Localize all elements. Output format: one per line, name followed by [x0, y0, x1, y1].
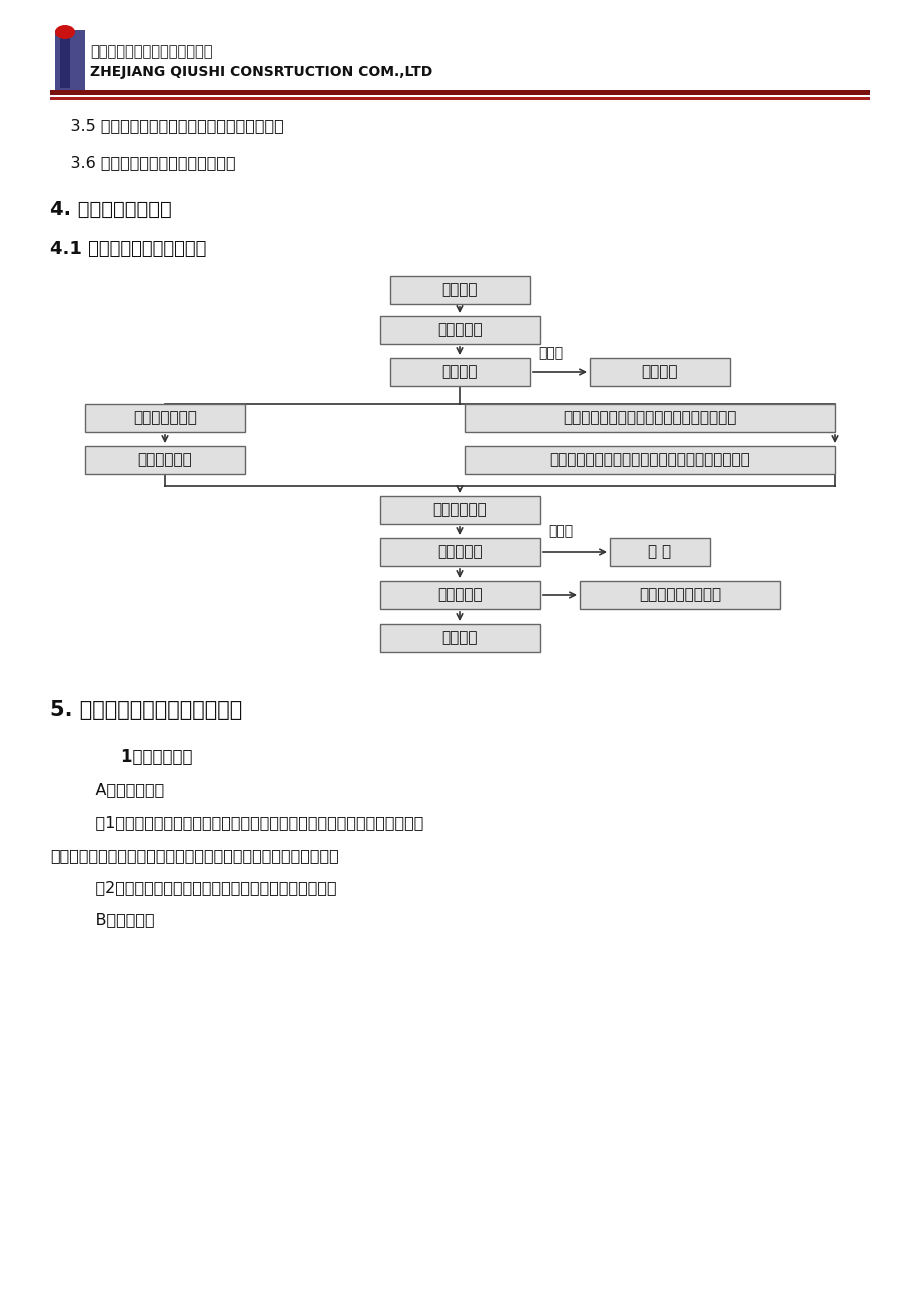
FancyBboxPatch shape [380, 624, 539, 652]
Text: 报验及验收: 报验及验收 [437, 544, 482, 560]
Text: 基层清理做准备: 基层清理做准备 [133, 410, 197, 426]
FancyBboxPatch shape [380, 316, 539, 344]
Text: 向监理报验: 向监理报验 [437, 323, 482, 337]
Text: （2）在涂刷模板隔离剂时，不得沾污钢筋和砼接槎处。: （2）在涂刷模板隔离剂时，不得沾污钢筋和砼接槎处。 [75, 880, 336, 894]
Text: 浙江求是工程咨询监理有限公司: 浙江求是工程咨询监理有限公司 [90, 44, 212, 60]
FancyBboxPatch shape [589, 358, 729, 385]
Text: 5. 监理工作的控制要点及目标值: 5. 监理工作的控制要点及目标值 [50, 700, 242, 720]
Text: 4. 监理工作的流程：: 4. 监理工作的流程： [50, 201, 172, 219]
FancyBboxPatch shape [390, 358, 529, 385]
Text: 测定轴线、放出柱、梁、墙位线和模板边线: 测定轴线、放出柱、梁、墙位线和模板边线 [562, 410, 736, 426]
Text: 砼浇筑施工: 砼浇筑施工 [437, 587, 482, 603]
Bar [60, 30, 70, 89]
Text: 现场检验: 现场检验 [441, 365, 478, 379]
Text: 不合格: 不合格 [548, 523, 573, 538]
FancyBboxPatch shape [579, 581, 779, 609]
Text: 4.1 模板分项施工监理流程：: 4.1 模板分项施工监理流程： [50, 240, 206, 258]
Text: 承载能力，或加设支架。上、下层支架的立柱要对准，并铺设垫板。: 承载能力，或加设支架。上、下层支架的立柱要对准，并铺设垫板。 [50, 848, 338, 863]
Bar [50, 98, 869, 100]
Text: 木工跟班观察、维护: 木工跟班观察、维护 [638, 587, 720, 603]
Text: 模板拆除: 模板拆除 [441, 630, 478, 646]
FancyBboxPatch shape [464, 447, 834, 474]
Text: 3.5 图纸会审纪要、设计变更、相关标准图集；: 3.5 图纸会审纪要、设计变更、相关标准图集； [50, 118, 283, 133]
Text: B、一般项目: B、一般项目 [75, 911, 154, 927]
Text: 模板进场: 模板进场 [441, 283, 478, 297]
Text: 模板安装加固: 模板安装加固 [432, 503, 487, 517]
Bar [55, 30, 85, 90]
FancyBboxPatch shape [85, 447, 244, 474]
Text: 退场更换: 退场更换 [641, 365, 677, 379]
FancyBboxPatch shape [464, 404, 834, 432]
Text: 1、控制要点：: 1、控制要点： [75, 749, 192, 766]
Text: 检查柱、墙、梁内钢筋、预埋件、水电管、洞口等: 检查柱、墙、梁内钢筋、预埋件、水电管、洞口等 [549, 453, 750, 467]
Text: （1）安装现浇砼结构的上层模板及支架时，下层楼板应具有承受上层荷载的: （1）安装现浇砼结构的上层模板及支架时，下层楼板应具有承受上层荷载的 [75, 815, 423, 829]
FancyBboxPatch shape [380, 496, 539, 523]
Text: 模板系列安装: 模板系列安装 [138, 453, 192, 467]
FancyBboxPatch shape [380, 538, 539, 566]
FancyBboxPatch shape [85, 404, 244, 432]
Bar [50, 90, 869, 95]
Text: 3.6 国家现行的施工质量验收规范。: 3.6 国家现行的施工质量验收规范。 [50, 155, 235, 171]
Text: A、主控项目：: A、主控项目： [75, 783, 165, 797]
Text: 返 修: 返 修 [648, 544, 671, 560]
Text: ZHEJIANG QIUSHI CONSRTUCTION COM.,LTD: ZHEJIANG QIUSHI CONSRTUCTION COM.,LTD [90, 65, 432, 79]
FancyBboxPatch shape [380, 581, 539, 609]
Ellipse shape [55, 25, 75, 39]
FancyBboxPatch shape [390, 276, 529, 303]
Text: 不合格: 不合格 [538, 346, 562, 359]
FancyBboxPatch shape [609, 538, 709, 566]
